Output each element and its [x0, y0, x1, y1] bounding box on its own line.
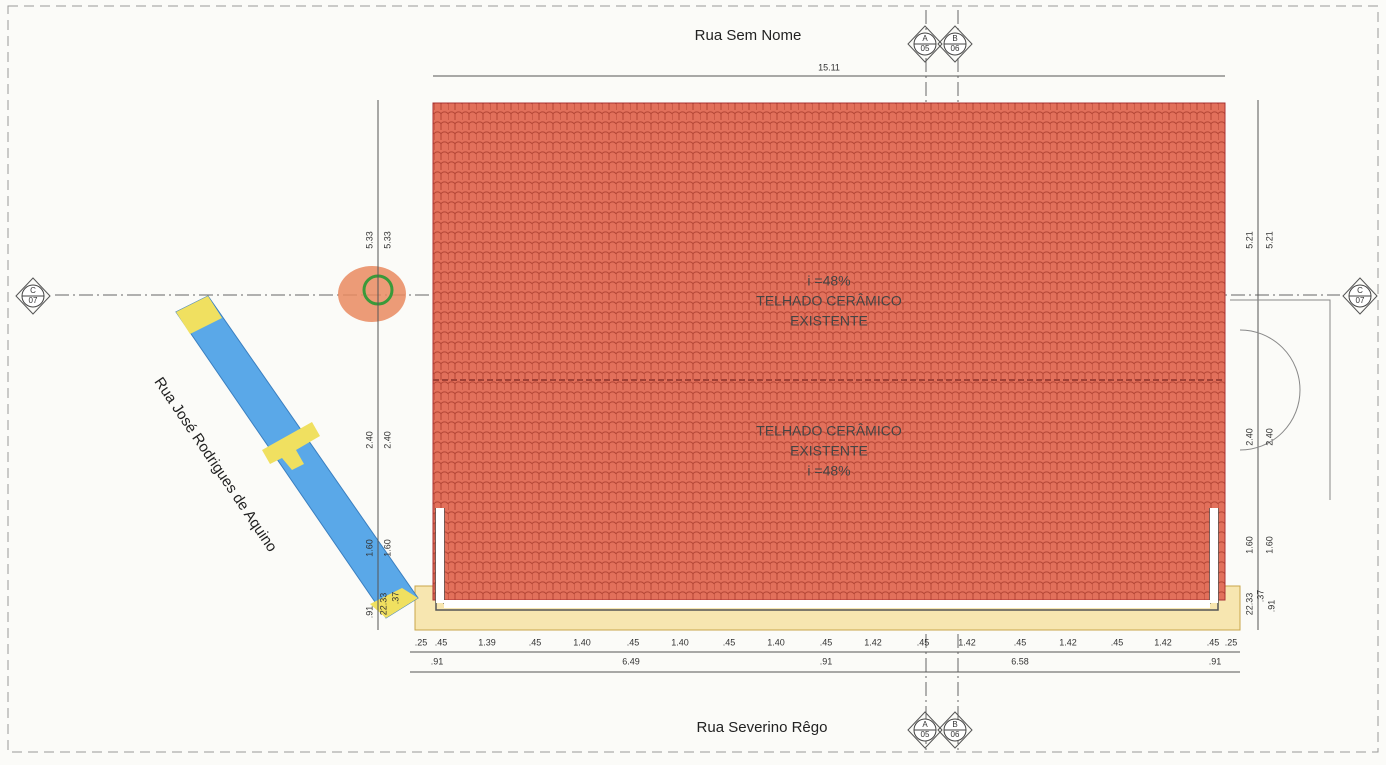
- dimension: 1.60: [1244, 536, 1254, 554]
- dimension: 2.40: [364, 431, 374, 449]
- dimension: 5.21: [1244, 231, 1254, 249]
- dimension: .91: [820, 656, 833, 666]
- marker-letter: A: [922, 34, 928, 43]
- dimension: 5.33: [382, 231, 392, 249]
- dimension: 1.39: [478, 637, 496, 647]
- dimension: .25: [415, 637, 428, 647]
- marker-diamond: [937, 711, 973, 749]
- dimension: 22.33: [378, 593, 388, 616]
- parapet: [444, 600, 1210, 608]
- marker-diamond: [1342, 277, 1378, 315]
- dimension: .45: [1207, 637, 1220, 647]
- marker-letter: C: [30, 286, 36, 295]
- dimension: 1.60: [382, 539, 392, 557]
- street-strip-edge: [262, 422, 320, 470]
- tree: [338, 266, 406, 322]
- dimension: 2.40: [1264, 428, 1274, 446]
- dimension: .45: [917, 637, 930, 647]
- dimension: 1.42: [1059, 637, 1077, 647]
- parapet: [436, 508, 444, 603]
- marker-letter: B: [952, 34, 957, 43]
- dimension: .45: [723, 637, 736, 647]
- dimension: 5.33: [364, 231, 374, 249]
- dimension: .91: [1266, 600, 1276, 613]
- marker-sheet: 05: [921, 44, 930, 53]
- marker-sheet: 05: [921, 730, 930, 739]
- roof-label: TELHADO CERÂMICO: [756, 423, 902, 439]
- marker-diamond: [937, 25, 973, 63]
- dimension: .45: [627, 637, 640, 647]
- marker-letter: C: [1357, 286, 1363, 295]
- dimension: .37: [390, 592, 400, 605]
- street-strip-edge: [176, 296, 222, 334]
- roof-label: EXISTENTE: [790, 443, 868, 459]
- dimension: 15.11: [818, 62, 840, 72]
- street-strip-edge: [370, 588, 418, 618]
- dimension: 1.42: [864, 637, 882, 647]
- marker-letter: B: [952, 720, 957, 729]
- marker-diamond: [907, 25, 943, 63]
- roof-label: TELHADO CERÂMICO: [756, 293, 902, 309]
- dimension: .45: [435, 637, 448, 647]
- street-name: Rua Sem Nome: [695, 27, 802, 44]
- marker-sheet: 07: [29, 296, 38, 305]
- dimension: .91: [431, 656, 444, 666]
- dimension: .25: [1225, 637, 1238, 647]
- marker-letter: A: [922, 720, 928, 729]
- dimension: 1.42: [1154, 637, 1172, 647]
- dimension: 1.60: [364, 539, 374, 557]
- dimension: 22.33: [1244, 593, 1254, 616]
- roof: [432, 102, 1226, 601]
- marker-sheet: 07: [1356, 296, 1365, 305]
- parapet: [1210, 508, 1218, 603]
- marker-sheet: 06: [951, 730, 960, 739]
- dimension: 1.42: [958, 637, 976, 647]
- dimension: 1.60: [1264, 536, 1274, 554]
- dimension: 2.40: [382, 431, 392, 449]
- dimension: 1.40: [767, 637, 785, 647]
- dimension: .45: [820, 637, 833, 647]
- stair: [1230, 299, 1331, 500]
- dimension: .45: [1014, 637, 1027, 647]
- dimension: 6.49: [622, 656, 640, 666]
- marker-diamond: [15, 277, 51, 315]
- dimension: .45: [1111, 637, 1124, 647]
- dimension: .91: [1209, 656, 1222, 666]
- roof-label: i =48%: [807, 463, 850, 479]
- dimension: .45: [529, 637, 542, 647]
- street-name: Rua Severino Rêgo: [697, 719, 828, 736]
- dimension: 6.58: [1011, 656, 1029, 666]
- dimension: 5.21: [1264, 231, 1274, 249]
- sheet-border: [7, 5, 1379, 753]
- roof-label: i =48%: [807, 273, 850, 289]
- dimension: .91: [364, 606, 374, 619]
- dimension: 2.40: [1244, 428, 1254, 446]
- marker-diamond: [907, 711, 943, 749]
- roof-label: EXISTENTE: [790, 313, 868, 329]
- marker-sheet: 06: [951, 44, 960, 53]
- dimension: .37: [1255, 590, 1265, 603]
- dimension: 1.40: [573, 637, 591, 647]
- dimension: 1.40: [671, 637, 689, 647]
